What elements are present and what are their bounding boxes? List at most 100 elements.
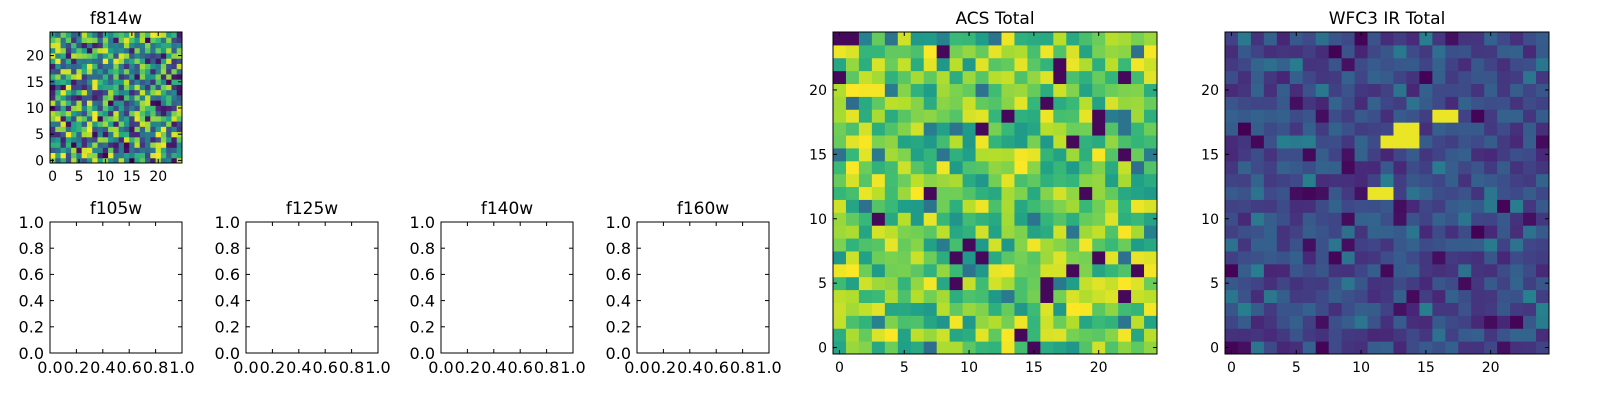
heatmap-cell <box>50 58 56 64</box>
heatmap-cell <box>108 157 114 164</box>
heatmap-cell <box>1432 122 1446 136</box>
heatmap-cell <box>1458 147 1472 162</box>
heatmap-cell <box>1263 135 1278 149</box>
heatmap-cell <box>1250 173 1265 188</box>
heatmap-cell <box>1079 225 1093 239</box>
heatmap-cell <box>1144 276 1158 291</box>
heatmap-cell <box>1302 173 1317 188</box>
heatmap-cell <box>139 105 146 112</box>
heatmap-cell <box>145 157 151 164</box>
heatmap-cell <box>65 63 72 70</box>
heatmap-cell <box>1380 109 1394 123</box>
heatmap-cell <box>1027 160 1041 175</box>
heatmap-cell <box>949 32 964 46</box>
heatmap-cell <box>118 115 125 122</box>
heatmap-cell <box>988 225 1002 239</box>
heatmap-cell <box>102 100 109 106</box>
heatmap-cell <box>160 37 167 43</box>
heatmap-cell <box>936 315 951 329</box>
heatmap-cell <box>897 225 912 239</box>
heatmap-cell <box>160 105 167 112</box>
heatmap-cell <box>1393 276 1407 291</box>
y-tick-label: 10 <box>26 101 44 117</box>
heatmap-cell <box>1523 83 1537 97</box>
x-tick-label: 0 <box>48 169 57 185</box>
heatmap-cell <box>155 79 162 85</box>
heatmap-cell <box>145 94 151 101</box>
heatmap-cell <box>923 289 938 303</box>
heatmap-cell <box>1419 32 1433 46</box>
heatmap-cell <box>1432 302 1446 316</box>
heatmap-cell <box>50 110 56 117</box>
heatmap-cell <box>1079 315 1093 329</box>
heatmap-cell <box>1458 199 1472 213</box>
heatmap-cell <box>1131 186 1145 200</box>
heatmap-cell <box>1014 289 1028 303</box>
heatmap-cell <box>858 225 873 239</box>
heatmap-cell <box>1354 70 1369 85</box>
heatmap-cell <box>1315 44 1330 59</box>
heatmap-cell <box>1250 276 1265 291</box>
heatmap-cell <box>1458 70 1472 85</box>
heatmap-cell <box>150 58 157 64</box>
heatmap-cell <box>975 57 990 72</box>
heatmap-cell <box>1040 250 1054 265</box>
heatmap-cell <box>1536 109 1550 123</box>
heatmap-cell <box>139 52 146 59</box>
heatmap-cell <box>1289 225 1304 239</box>
heatmap-cell <box>71 68 77 75</box>
heatmap-cell <box>1367 276 1382 291</box>
heatmap-cell <box>1263 70 1278 85</box>
heatmap-cell <box>871 173 886 188</box>
heatmap-cell <box>92 152 99 159</box>
heatmap-cell <box>1105 276 1119 291</box>
heatmap-cell <box>1471 173 1485 188</box>
heatmap-cell <box>1014 122 1028 136</box>
heatmap-cell <box>1066 186 1080 200</box>
heatmap-cell <box>1484 263 1498 278</box>
heatmap-cell <box>923 147 938 162</box>
heatmap-cell <box>1380 160 1394 175</box>
heatmap-cell <box>858 276 873 291</box>
heatmap-cell <box>1053 250 1067 265</box>
heatmap-cell <box>118 126 125 133</box>
heatmap-cell <box>1302 186 1317 200</box>
heatmap-cell <box>1014 147 1028 162</box>
heatmap-cell <box>1027 96 1041 110</box>
heatmap-cell <box>1092 212 1106 226</box>
heatmap-cell <box>1445 173 1459 188</box>
heatmap-cell <box>1225 315 1239 329</box>
heatmap-cell <box>134 152 141 159</box>
heatmap-cell <box>1367 238 1382 252</box>
heatmap-cell <box>1144 289 1158 303</box>
heatmap-cell <box>1302 341 1317 355</box>
heatmap-cell <box>1118 44 1132 59</box>
heatmap-cell <box>139 68 146 75</box>
heatmap-cell <box>97 131 104 138</box>
heatmap-cell <box>1354 212 1369 226</box>
heatmap-cell <box>1419 225 1433 239</box>
heatmap-cell <box>1040 109 1054 123</box>
heatmap-cell <box>145 68 151 75</box>
heatmap-cell <box>129 105 135 112</box>
heatmap-cell <box>60 100 67 106</box>
heatmap-cell <box>65 152 72 159</box>
y-tick-label: 5 <box>818 276 827 292</box>
heatmap-cell <box>76 42 83 49</box>
heatmap-cell <box>1105 186 1119 200</box>
heatmap-cell <box>108 142 114 148</box>
heatmap-cell <box>92 110 99 117</box>
heatmap-cell <box>1380 122 1394 136</box>
heatmap-cell <box>845 315 860 329</box>
heatmap-cell <box>1471 328 1485 342</box>
heatmap-cell <box>833 328 847 342</box>
x-tick-label: 0.4 <box>90 358 115 377</box>
heatmap-cell <box>1510 289 1524 303</box>
heatmap-cell <box>1144 32 1158 46</box>
heatmap-cell <box>1014 70 1028 85</box>
heatmap-cell <box>1144 199 1158 213</box>
heatmap-cell <box>113 32 120 38</box>
heatmap-cell <box>81 157 88 164</box>
heatmap-cell <box>1315 199 1330 213</box>
heatmap-cell <box>1484 109 1498 123</box>
